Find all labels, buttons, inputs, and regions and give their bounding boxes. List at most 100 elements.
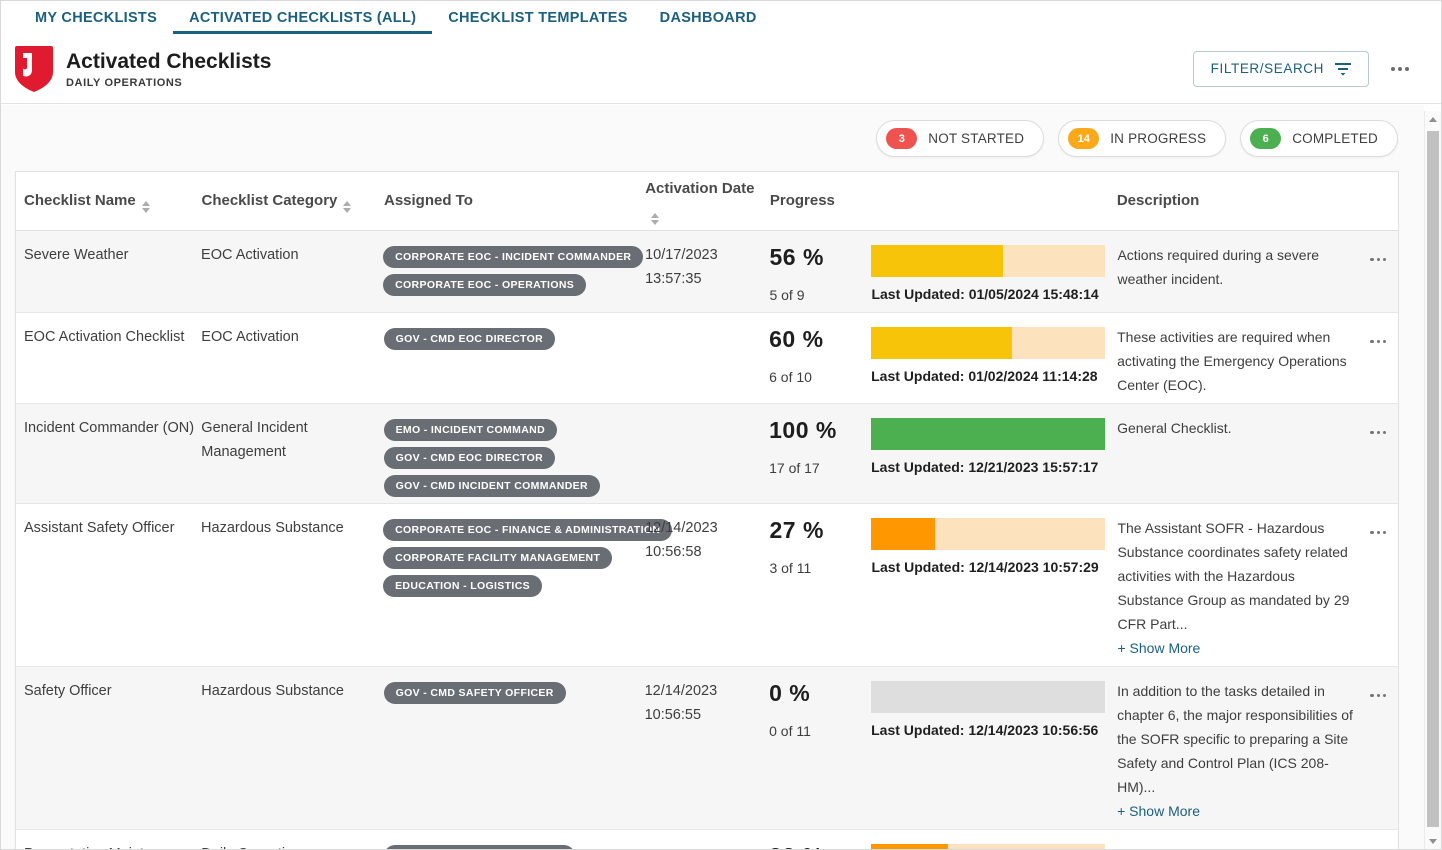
juvare-logo-icon bbox=[15, 45, 53, 92]
assigned-group-tag: CORPORATE FACILITY MANAGEMENT bbox=[383, 547, 613, 569]
scrollbar-down-icon[interactable] bbox=[1425, 833, 1441, 849]
progress-numbers: 100 % 17 of 17 bbox=[769, 416, 871, 497]
description-text: These activities are required when activ… bbox=[1117, 329, 1347, 393]
progress-percent: 100 % bbox=[769, 417, 837, 443]
vertical-scrollbar[interactable] bbox=[1424, 111, 1441, 849]
scrollbar-thumb[interactable] bbox=[1427, 131, 1439, 827]
filter-search-button[interactable]: FILTER/SEARCH bbox=[1192, 50, 1369, 87]
progress-percent: 27 % bbox=[769, 517, 824, 543]
last-updated-text: Last Updated: 12/14/2023 10:56:56 bbox=[871, 722, 1099, 738]
column-header-activation-date[interactable]: Activation Date bbox=[645, 177, 770, 225]
column-header-checklist-category[interactable]: Checklist Category bbox=[202, 189, 384, 213]
last-updated-text: Last Updated: 01/02/2024 11:14:28 bbox=[871, 368, 1098, 384]
progress-fraction: 5 of 9 bbox=[769, 287, 805, 303]
tab-label: MY CHECKLISTS bbox=[35, 9, 158, 26]
tab-dashboard[interactable]: DASHBOARD bbox=[644, 1, 773, 34]
sort-icon bbox=[651, 213, 660, 225]
progress-percent: 33 % bbox=[769, 843, 871, 849]
tab-my-checklists[interactable]: MY CHECKLISTS bbox=[19, 1, 173, 34]
checklist-name-cell: Assistant Safety Officer bbox=[24, 520, 175, 536]
table-row: EOC Activation Checklist EOC Activation GO… bbox=[16, 313, 1398, 404]
assigned-group-tag: CORPORATE EOC - FINANCE & ADMINISTRATION bbox=[383, 519, 673, 541]
row-actions-menu-icon[interactable] bbox=[1368, 527, 1388, 538]
column-header-assigned-to: Assigned To bbox=[384, 189, 645, 213]
activation-date-cell: 12/14/2023 10:56:58 bbox=[645, 516, 769, 660]
column-header-checklist-name[interactable]: Checklist Name bbox=[16, 189, 202, 213]
last-updated-text: Last Updated: 12/21/2023 15:57:17 bbox=[871, 459, 1099, 475]
description-text: A preventative maintenance checklist hel… bbox=[1117, 846, 1354, 849]
row-actions-cell bbox=[1368, 679, 1398, 823]
assigned-group-tag: GOV - CMD INCIDENT COMMANDER bbox=[383, 475, 600, 497]
tab-checklist-templates[interactable]: CHECKLIST TEMPLATES bbox=[432, 1, 643, 34]
progress-numbers: 33 %3 of 9 bbox=[769, 842, 871, 849]
activation-date-line: 12/14/2023 bbox=[644, 683, 718, 699]
description-cell: These activities are required when activ… bbox=[1117, 325, 1368, 397]
assigned-to-cell: GOV - CMD EOC DIRECTOR bbox=[383, 325, 645, 397]
status-count-badge: 3 bbox=[886, 128, 918, 149]
content-area: 3 NOT STARTED 14 IN PROGRESS 6 COMPLETED Chec… bbox=[1, 105, 1424, 849]
header-more-menu-icon[interactable] bbox=[1389, 63, 1411, 75]
progress-bar-block: Last Updated: 12/14/2023 10:57:29 bbox=[871, 516, 1117, 660]
status-pill-completed[interactable]: 6 COMPLETED bbox=[1240, 120, 1398, 157]
row-actions-cell bbox=[1368, 416, 1398, 497]
status-count-badge: 6 bbox=[1250, 128, 1282, 149]
top-tab-bar: MY CHECKLISTS ACTIVATED CHECKLISTS (ALL) C… bbox=[1, 1, 1441, 34]
checklist-name-cell: Safety Officer bbox=[24, 683, 112, 699]
progress-bar bbox=[871, 518, 1106, 550]
assigned-group-tag: GOV - CMD EOC DIRECTOR bbox=[383, 447, 556, 469]
category-cell: Hazardous Substance bbox=[201, 683, 344, 699]
header-actions: FILTER/SEARCH bbox=[1192, 50, 1411, 87]
row-actions-menu-icon[interactable] bbox=[1368, 427, 1388, 438]
activation-date-cell bbox=[645, 416, 770, 497]
tab-activated-checklists-all[interactable]: ACTIVATED CHECKLISTS (ALL) bbox=[173, 1, 433, 34]
progress-bar-block: Last Updated: 01/05/2024 15:48:14 bbox=[871, 243, 1117, 306]
sort-icon bbox=[343, 201, 352, 213]
show-more-link[interactable]: + Show More bbox=[1117, 803, 1200, 819]
assigned-group-tag: CORPORATE EOC - FACILITIES bbox=[383, 845, 575, 849]
tab-label: DASHBOARD bbox=[659, 9, 757, 26]
page-title: Activated Checklists bbox=[66, 49, 272, 73]
assigned-to-cell: CORPORATE EOC - FINANCE & ADMINISTRATION… bbox=[383, 516, 673, 660]
progress-fraction: 17 of 17 bbox=[769, 460, 820, 476]
progress-bar-block: Last Updated: 12/14/2023 10:56:56 bbox=[871, 679, 1117, 823]
activation-date-cell bbox=[645, 325, 770, 397]
description-cell: A preventative maintenance checklist hel… bbox=[1117, 842, 1368, 849]
sort-up-triangle bbox=[343, 201, 352, 206]
assigned-group-tag: EMO - INCIDENT COMMAND bbox=[383, 419, 558, 441]
progress-numbers: 60 % 6 of 10 bbox=[769, 325, 871, 397]
row-actions-cell bbox=[1368, 243, 1398, 306]
activation-date-cell: 12/14/2023 10:56:55 bbox=[645, 679, 770, 823]
checklist-name-cell: Incident Commander (ON) bbox=[24, 420, 195, 436]
progress-percent: 56 % bbox=[769, 244, 824, 270]
show-more-link[interactable]: + Show More bbox=[1117, 640, 1201, 656]
tab-label: CHECKLIST TEMPLATES bbox=[448, 9, 628, 26]
column-header-label: Checklist Category bbox=[201, 192, 338, 209]
table-header-row: Checklist Name Checklist Category Assigned… bbox=[16, 172, 1398, 231]
table-row: Severe Weather EOC Activation CORPORATE EO… bbox=[16, 231, 1398, 313]
row-actions-menu-icon[interactable] bbox=[1368, 690, 1388, 701]
progress-cell: 60 % 6 of 10 Last Updated: 01/02/2024 11:1… bbox=[769, 325, 1117, 397]
category-cell: EOC Activation bbox=[201, 247, 299, 263]
description-text: General Checklist. bbox=[1117, 420, 1232, 436]
progress-fraction: 3 of 11 bbox=[769, 560, 812, 576]
progress-bar-fill bbox=[871, 844, 949, 849]
row-actions-menu-icon[interactable] bbox=[1368, 336, 1388, 347]
scrollbar-up-icon[interactable] bbox=[1425, 111, 1441, 127]
activation-date-line: 13:57:35 bbox=[645, 271, 702, 287]
row-actions-menu-icon[interactable] bbox=[1368, 254, 1388, 265]
assigned-to-cell: GOV - CMD SAFETY OFFICER bbox=[383, 679, 645, 823]
description-cell: The Assistant SOFR - Hazardous Substance… bbox=[1117, 516, 1368, 660]
activation-date-cell bbox=[645, 842, 770, 849]
assigned-to-cell: CORPORATE EOC - FACILITIES bbox=[383, 842, 645, 849]
progress-bar bbox=[871, 681, 1106, 713]
description-cell: In addition to the tasks detailed in cha… bbox=[1117, 679, 1368, 823]
tab-label: ACTIVATED CHECKLISTS (ALL) bbox=[189, 9, 417, 26]
title-block: Activated Checklists DAILY OPERATIONS bbox=[66, 49, 271, 89]
last-updated-text: Last Updated: 12/14/2023 10:57:29 bbox=[871, 559, 1099, 575]
status-pill-not-started[interactable]: 3 NOT STARTED bbox=[876, 120, 1045, 157]
sort-down-triangle bbox=[343, 208, 352, 213]
progress-numbers: 27 % 3 of 11 bbox=[769, 516, 871, 660]
progress-numbers: 0 % 0 of 11 bbox=[769, 679, 871, 823]
status-pill-in-progress[interactable]: 14 IN PROGRESS bbox=[1058, 120, 1227, 157]
